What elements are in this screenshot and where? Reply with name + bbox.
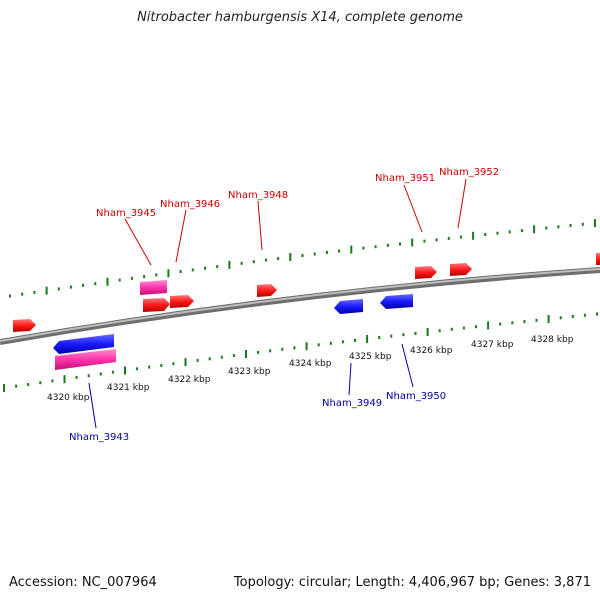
gene-arrow[interactable] (450, 263, 472, 276)
scale-label: 4320 kbp (47, 393, 90, 403)
callout-line (88, 382, 97, 429)
forward-tick-row (9, 219, 596, 298)
rna-genes (55, 280, 167, 370)
callout-line (257, 200, 263, 251)
callout-line (401, 343, 414, 388)
reverse-gene-callouts: Nham_3943 Nham_3949 Nham_3950 (69, 343, 446, 443)
gene-label-nham-3951[interactable]: Nham_3951 (375, 173, 435, 184)
gene-label-nham-3943[interactable]: Nham_3943 (69, 432, 129, 443)
gene-arrow[interactable] (170, 295, 194, 308)
forward-genes (13, 253, 600, 332)
gene-arrow[interactable] (334, 299, 363, 314)
gene-arrow[interactable] (13, 319, 36, 332)
gene-arrow[interactable] (53, 334, 114, 354)
reverse-genes (53, 294, 413, 354)
genome-backbone (0, 267, 600, 345)
callout-line (403, 184, 423, 233)
gene-arrow[interactable] (596, 253, 600, 265)
callout-line (175, 209, 187, 263)
gene-arrow[interactable] (257, 284, 277, 297)
genome-title: Nitrobacter hamburgensis X14, complete g… (137, 10, 463, 25)
scale-label: 4322 kbp (168, 375, 211, 385)
gene-label-nham-3952[interactable]: Nham_3952 (439, 167, 499, 178)
scale-label: 4328 kbp (531, 335, 574, 345)
gene-arrow[interactable] (380, 294, 413, 309)
genome-summary-text: Topology: circular; Length: 4,406,967 bp… (233, 575, 591, 590)
scale-label: 4324 kbp (289, 359, 332, 369)
scale-label: 4321 kbp (107, 383, 150, 393)
gene-arrow[interactable] (143, 298, 170, 312)
gene-label-nham-3945[interactable]: Nham_3945 (96, 208, 156, 219)
scale-labels: 4320 kbp 4321 kbp 4322 kbp 4323 kbp 4324… (47, 335, 574, 403)
gene-label-nham-3950[interactable]: Nham_3950 (386, 391, 446, 402)
gene-label-nham-3946[interactable]: Nham_3946 (160, 199, 220, 210)
forward-gene-callouts: Nham_3945 Nham_3946 Nham_3948 Nham_3951 … (96, 167, 499, 266)
rna-gene-box[interactable] (55, 349, 116, 370)
genome-backbone-highlight (0, 268, 600, 342)
callout-line (124, 218, 152, 266)
reverse-tick-row (3, 312, 598, 392)
rna-gene-box[interactable] (140, 280, 167, 295)
callout-line (348, 362, 352, 396)
accession-text: Accession: NC_007964 (9, 575, 157, 590)
callout-line (457, 178, 467, 229)
scale-label: 4326 kbp (410, 346, 453, 356)
scale-label: 4323 kbp (228, 367, 271, 377)
scale-label: 4327 kbp (471, 340, 514, 350)
scale-label: 4325 kbp (349, 352, 392, 362)
gene-label-nham-3948[interactable]: Nham_3948 (228, 190, 288, 201)
gene-arrow[interactable] (415, 266, 437, 279)
gene-label-nham-3949[interactable]: Nham_3949 (322, 398, 382, 409)
